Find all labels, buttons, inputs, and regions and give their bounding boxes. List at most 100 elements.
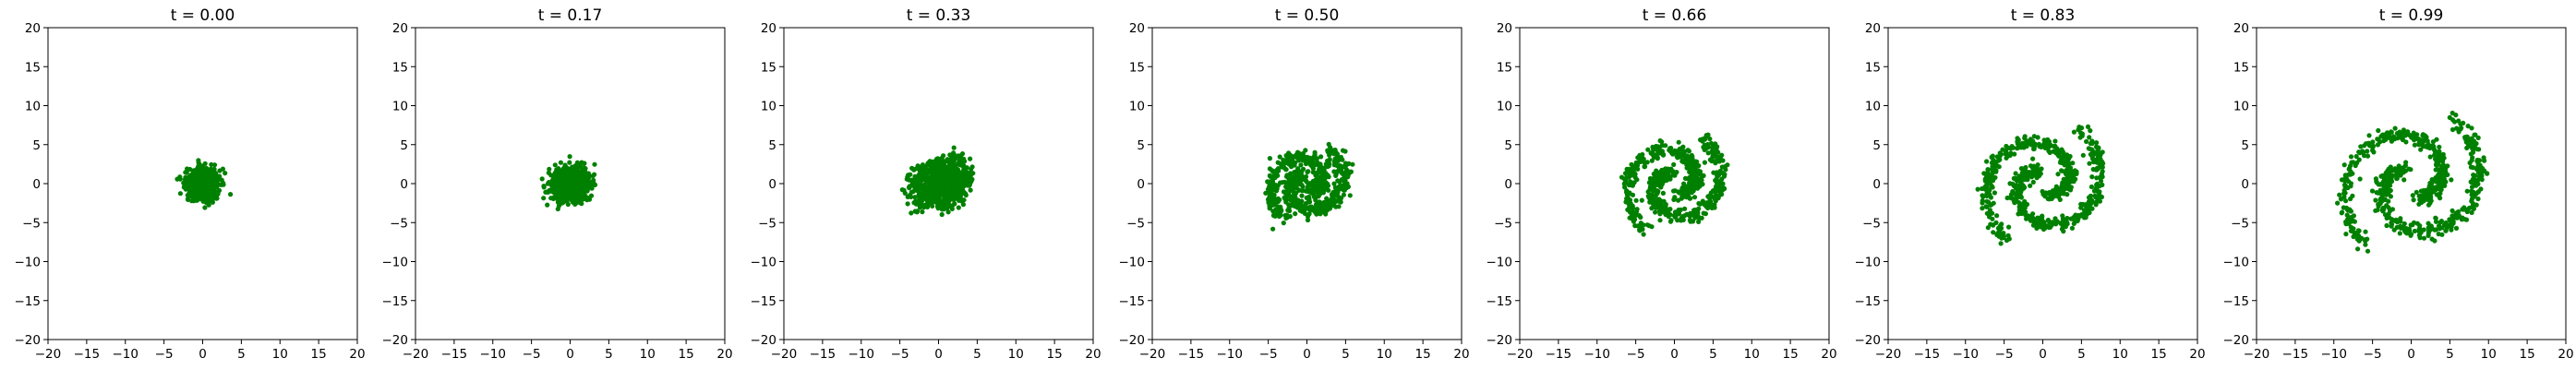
data-point bbox=[2063, 184, 2068, 189]
y-tick-label: −15 bbox=[751, 294, 777, 309]
data-point bbox=[2055, 192, 2061, 197]
y-tick-label: 0 bbox=[32, 177, 41, 192]
data-point bbox=[1990, 216, 1995, 221]
data-point bbox=[1305, 169, 1310, 175]
subplot-6: t = 0.99−20 −15 −10 −5 0 5 10 15 20−20−15−10−505… bbox=[2223, 6, 2574, 362]
x-tick-label: 10 bbox=[272, 347, 288, 362]
data-point bbox=[1629, 212, 1634, 218]
data-point bbox=[1629, 172, 1634, 177]
data-point bbox=[1306, 197, 1312, 202]
data-point bbox=[551, 185, 558, 191]
data-point bbox=[1307, 189, 1313, 195]
data-point bbox=[2348, 184, 2353, 189]
data-point bbox=[2028, 183, 2033, 188]
data-point bbox=[930, 203, 935, 209]
data-point bbox=[2026, 213, 2031, 219]
data-point bbox=[963, 192, 969, 198]
data-point bbox=[1657, 218, 1663, 223]
y-tick-label: −10 bbox=[1487, 256, 1513, 270]
y-tick-label: 10 bbox=[761, 100, 776, 114]
x-tick-label: 5 bbox=[1709, 347, 1717, 362]
data-point bbox=[1313, 194, 1318, 200]
data-point bbox=[2412, 228, 2417, 233]
data-point bbox=[1290, 181, 1295, 186]
x-tick-label: −15 bbox=[1178, 347, 1205, 362]
data-point bbox=[592, 161, 597, 167]
x-tick-label: 20 bbox=[716, 347, 732, 362]
x-tick-label: 5 bbox=[237, 347, 246, 362]
data-point bbox=[583, 195, 588, 200]
data-point bbox=[930, 159, 935, 164]
data-point bbox=[1690, 156, 1695, 161]
data-point bbox=[1331, 169, 1337, 174]
data-point bbox=[911, 166, 917, 172]
data-point bbox=[2369, 188, 2376, 194]
data-point bbox=[1684, 211, 1690, 217]
data-point bbox=[1288, 158, 1294, 163]
data-point bbox=[2026, 139, 2031, 145]
data-point bbox=[1995, 158, 2001, 163]
data-point bbox=[1330, 196, 1335, 201]
data-point bbox=[2097, 189, 2102, 195]
data-point bbox=[2004, 143, 2009, 149]
data-point bbox=[1985, 167, 1991, 173]
data-point bbox=[2058, 185, 2064, 191]
data-point bbox=[2088, 128, 2093, 134]
data-point bbox=[1705, 150, 1711, 156]
data-point bbox=[1679, 215, 1684, 221]
axes-frame bbox=[1519, 27, 1830, 340]
data-point bbox=[1987, 208, 1992, 213]
x-tick-label: −10 bbox=[849, 347, 875, 362]
data-point bbox=[1986, 212, 1992, 218]
y-tick-label: −20 bbox=[1487, 333, 1513, 348]
data-point bbox=[959, 180, 965, 185]
x-tick-label: 20 bbox=[349, 347, 365, 362]
data-point bbox=[189, 198, 195, 204]
data-point bbox=[545, 202, 550, 208]
data-point bbox=[1694, 180, 1700, 186]
y-tick-label: 5 bbox=[1137, 138, 1145, 153]
data-point bbox=[945, 201, 951, 207]
data-point bbox=[1994, 232, 2000, 237]
data-point bbox=[2427, 154, 2433, 160]
x-tick-label: −15 bbox=[1546, 347, 1572, 362]
data-point bbox=[2337, 192, 2342, 197]
data-point bbox=[2021, 176, 2027, 183]
data-point bbox=[2047, 220, 2052, 225]
data-point bbox=[1639, 197, 1644, 203]
data-point bbox=[1322, 172, 1328, 177]
data-point bbox=[1331, 181, 1337, 186]
data-point bbox=[1277, 154, 1282, 160]
data-point bbox=[2067, 153, 2073, 160]
data-point bbox=[2030, 222, 2036, 228]
data-point bbox=[914, 209, 920, 215]
x-tick-label: 0 bbox=[199, 347, 207, 362]
data-point bbox=[546, 180, 552, 185]
data-point bbox=[2475, 196, 2481, 202]
data-point bbox=[2060, 180, 2065, 185]
data-point bbox=[2468, 164, 2474, 170]
subplot-title: t = 0.50 bbox=[1275, 6, 1340, 25]
data-point bbox=[1997, 224, 2003, 230]
data-point bbox=[589, 184, 595, 189]
data-point bbox=[1342, 171, 1347, 176]
data-point bbox=[202, 190, 208, 196]
data-point bbox=[553, 181, 559, 186]
data-point bbox=[1283, 167, 1289, 173]
y-tick-label: 15 bbox=[1497, 60, 1512, 75]
data-point bbox=[1267, 156, 1272, 161]
data-point bbox=[2438, 219, 2444, 224]
data-point bbox=[210, 199, 215, 205]
data-point bbox=[2401, 127, 2406, 133]
data-point bbox=[543, 189, 548, 195]
y-tick-label: 5 bbox=[768, 138, 776, 153]
data-point bbox=[2087, 135, 2092, 140]
data-point bbox=[1685, 176, 1691, 182]
data-point bbox=[1691, 195, 1698, 200]
data-point bbox=[2412, 142, 2417, 148]
data-point bbox=[1301, 166, 1306, 172]
data-point bbox=[918, 185, 923, 191]
data-point bbox=[1643, 163, 1648, 170]
subplot-title: t = 0.66 bbox=[1643, 6, 1707, 25]
data-point bbox=[2060, 222, 2065, 228]
